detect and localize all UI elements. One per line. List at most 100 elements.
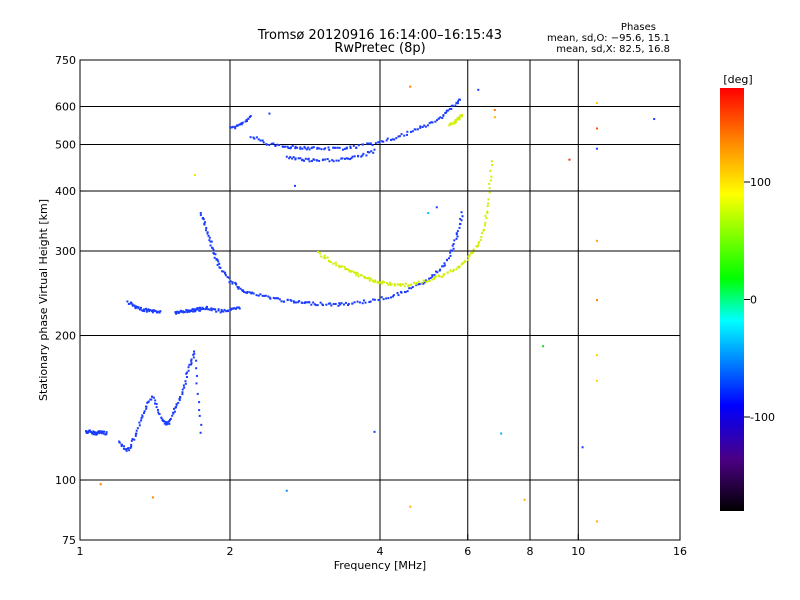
data-point <box>460 263 463 266</box>
data-point <box>257 294 260 297</box>
data-point <box>304 157 307 160</box>
data-point <box>195 308 198 311</box>
data-point <box>447 257 450 260</box>
data-point <box>489 179 492 182</box>
data-point <box>326 158 329 161</box>
data-point <box>274 297 277 300</box>
data-point <box>259 139 262 142</box>
data-point <box>155 311 158 314</box>
data-point <box>381 140 384 143</box>
data-point <box>414 128 417 131</box>
data-point <box>449 251 452 254</box>
data-point <box>433 277 436 280</box>
data-point <box>162 420 165 423</box>
data-point <box>185 309 188 312</box>
data-point <box>168 420 171 423</box>
data-point <box>487 202 490 205</box>
data-point <box>418 283 421 286</box>
data-point <box>274 144 277 147</box>
data-point <box>285 489 288 492</box>
data-point <box>347 157 350 160</box>
data-point <box>398 135 401 138</box>
data-point <box>207 234 210 237</box>
data-point <box>595 379 598 382</box>
data-point <box>201 217 204 220</box>
data-point <box>311 146 314 149</box>
data-point <box>234 307 237 310</box>
data-point <box>433 273 436 276</box>
x-tick-label: 4 <box>377 545 384 558</box>
data-point <box>215 310 218 313</box>
data-point <box>305 148 308 151</box>
data-point <box>318 147 321 150</box>
data-point <box>131 438 134 441</box>
data-point <box>441 117 444 120</box>
data-point <box>304 301 307 304</box>
data-point <box>343 265 346 268</box>
data-point <box>212 307 215 310</box>
data-point <box>381 280 384 283</box>
data-point <box>332 146 335 149</box>
data-point <box>140 419 143 422</box>
data-point <box>316 304 319 307</box>
data-point <box>411 130 414 133</box>
data-point <box>403 285 406 288</box>
data-point <box>397 135 400 138</box>
data-point <box>419 125 422 128</box>
data-point <box>229 308 232 311</box>
y-tick-label: 600 <box>55 101 76 114</box>
data-point <box>204 308 207 311</box>
x-tick-label: 10 <box>571 545 585 558</box>
data-point <box>460 115 463 118</box>
data-point <box>390 283 393 286</box>
data-point <box>410 287 413 290</box>
data-point <box>334 261 337 264</box>
y-tick-label: 100 <box>55 474 76 487</box>
data-point <box>226 310 229 313</box>
data-point <box>355 146 358 149</box>
data-point <box>431 274 434 277</box>
data-point <box>458 98 461 101</box>
data-point <box>141 414 144 417</box>
data-point <box>193 173 196 176</box>
data-point <box>407 284 410 287</box>
data-point <box>301 301 304 304</box>
data-point <box>385 139 388 142</box>
data-point <box>213 256 216 259</box>
data-point <box>493 116 496 119</box>
data-point <box>198 414 201 417</box>
data-point <box>368 301 371 304</box>
data-point <box>229 280 232 283</box>
data-point <box>372 151 375 154</box>
data-point <box>345 157 348 160</box>
data-point <box>456 116 459 119</box>
data-point <box>332 160 335 163</box>
data-point <box>322 256 325 259</box>
data-point <box>456 266 459 269</box>
data-point <box>470 252 473 255</box>
data-point <box>236 124 239 127</box>
x-axis-label: Frequency [MHz] <box>334 559 426 572</box>
data-point <box>442 265 445 268</box>
data-point <box>121 444 124 447</box>
data-point <box>131 304 134 307</box>
data-point <box>144 307 147 310</box>
data-point <box>323 148 326 151</box>
data-point <box>244 120 247 123</box>
data-point <box>323 254 326 257</box>
data-point <box>353 301 356 304</box>
data-point <box>357 144 360 147</box>
data-point <box>467 255 470 258</box>
data-point <box>158 412 161 415</box>
data-point <box>131 303 134 306</box>
data-point <box>389 138 392 141</box>
data-point <box>439 268 442 271</box>
data-point <box>265 143 268 146</box>
data-point <box>236 285 239 288</box>
data-point <box>207 308 210 311</box>
data-point <box>152 396 155 399</box>
data-point <box>181 391 184 394</box>
data-point <box>479 239 482 242</box>
data-point <box>449 254 452 257</box>
data-point <box>177 401 180 404</box>
